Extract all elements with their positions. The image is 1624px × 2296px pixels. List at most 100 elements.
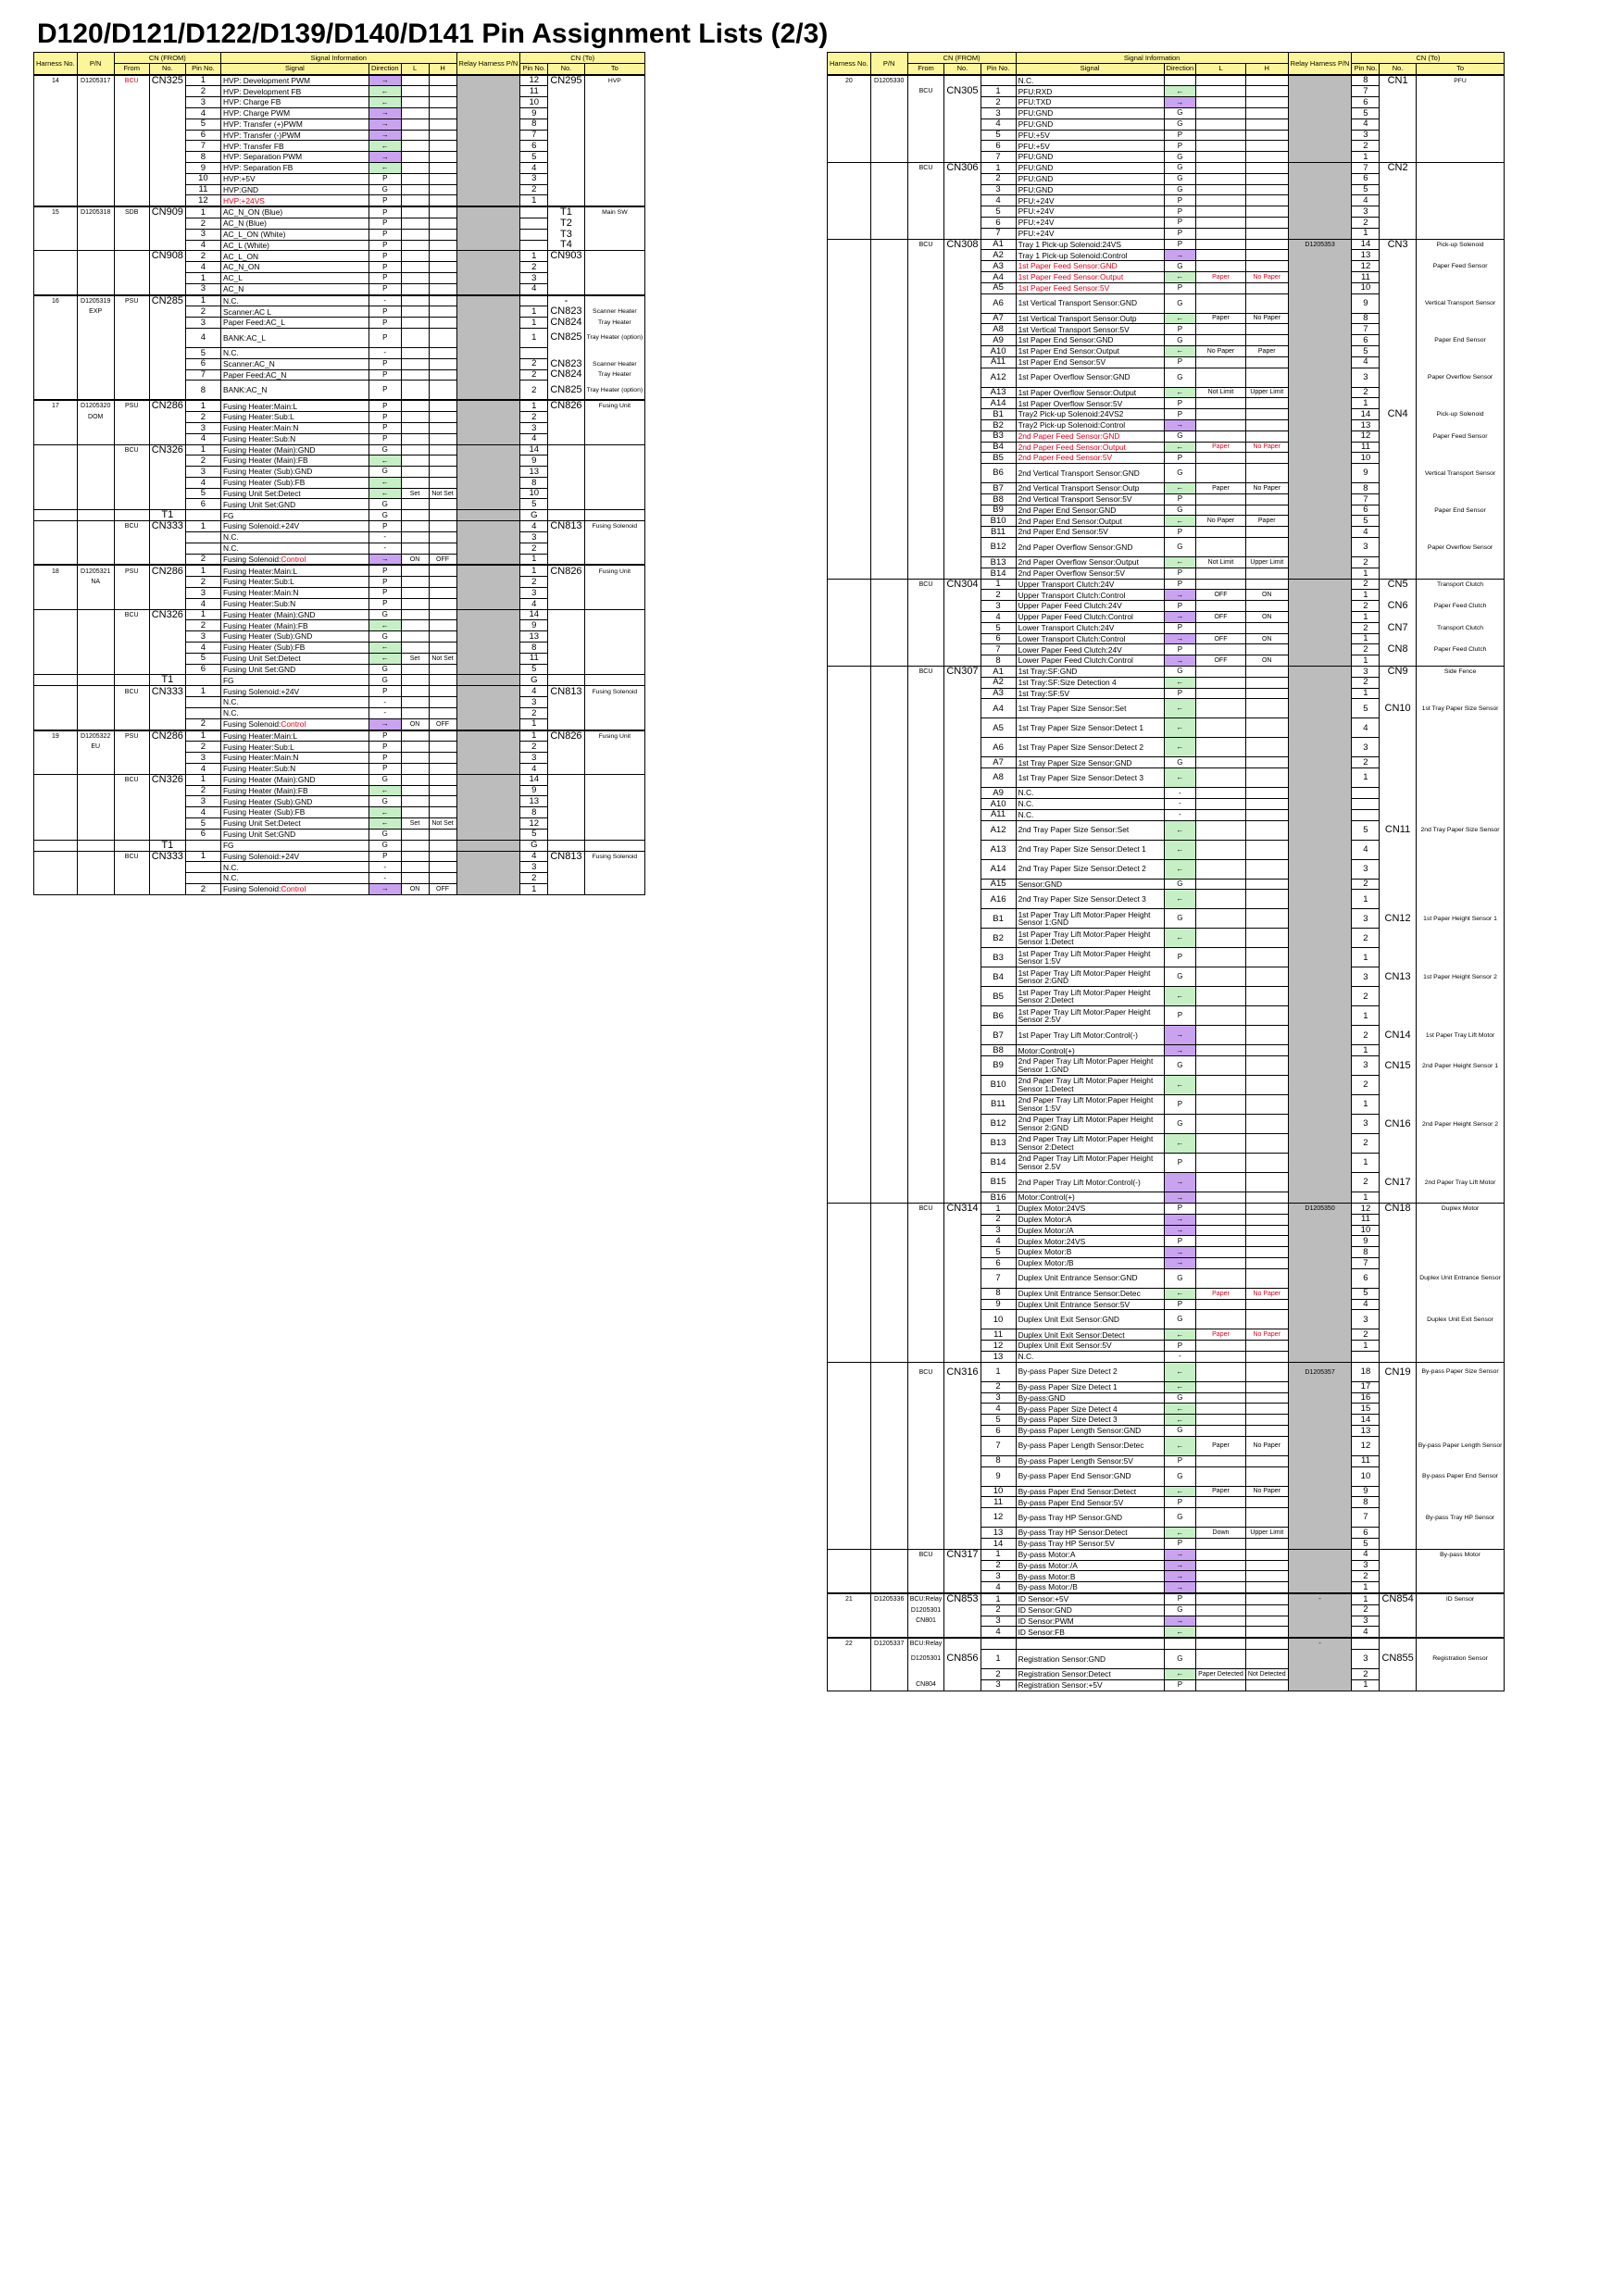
direction: ← — [1163, 698, 1197, 718]
harness-no — [827, 967, 871, 987]
level-low — [1195, 408, 1246, 420]
harness-no — [827, 1381, 871, 1393]
harness-no — [33, 194, 78, 207]
relay-harness — [456, 850, 521, 862]
harness-no — [827, 688, 871, 699]
pin-number: A8 — [980, 323, 1017, 335]
relay-harness — [456, 806, 521, 818]
signal-name: N.C. — [219, 872, 369, 884]
from-board — [906, 809, 945, 821]
table-row: 3 Duplex Motor:/A → 10 — [827, 1224, 1505, 1236]
direction: G — [368, 663, 402, 675]
part-number — [869, 1548, 908, 1561]
relay-harness — [456, 817, 521, 830]
part-number — [869, 1414, 908, 1426]
level-high — [1244, 737, 1289, 757]
to-destination — [583, 466, 646, 478]
table-row: N.C. -3 — [33, 696, 646, 708]
from-connector — [943, 1570, 981, 1582]
table-row: 5 Duplex Motor:B → 8 — [827, 1246, 1505, 1258]
harness-no — [33, 707, 78, 719]
from-board — [906, 323, 945, 335]
from-connector — [943, 260, 981, 272]
from-connector — [943, 1616, 981, 1627]
from-board — [906, 1025, 945, 1045]
from-board — [906, 1381, 945, 1393]
signal-name: HVP: Transfer (+)PWM — [219, 118, 369, 131]
table-row: B6 2nd Vertical Transport Sensor:GND G 9 Ver… — [827, 463, 1505, 483]
to-destination — [1415, 526, 1505, 538]
signal-name: By-pass Paper Size Detect 3 — [1015, 1414, 1165, 1426]
to-connector — [1379, 633, 1417, 644]
direction: P — [1163, 356, 1197, 368]
from-connector — [148, 806, 186, 818]
to-destination — [583, 773, 646, 786]
signal-name: Paper Feed:AC_N — [219, 368, 369, 381]
harness-no — [33, 587, 78, 599]
to-pin-number: 10 — [1351, 1466, 1380, 1487]
harness-no — [33, 184, 78, 195]
from-connector — [148, 433, 186, 444]
to-destination — [583, 173, 646, 185]
signal-name: By-pass Motor:/A — [1015, 1559, 1165, 1571]
pin-number: 2 — [184, 619, 221, 631]
harness-no — [33, 466, 78, 478]
signal-name: N.C. — [1015, 787, 1165, 799]
level-high — [1244, 356, 1289, 368]
to-connector: CN11 — [1379, 820, 1417, 841]
from-board — [113, 872, 150, 884]
harness-no — [827, 1172, 871, 1192]
part-number — [869, 655, 908, 667]
part-number — [869, 217, 908, 229]
level-high — [1244, 600, 1289, 612]
part-number — [869, 1425, 908, 1437]
level-high — [428, 228, 457, 241]
relay-harness — [456, 674, 521, 686]
level-high — [1244, 1648, 1289, 1669]
pin-number: B12 — [980, 537, 1017, 557]
table-row: 8 HVP: Separation PWM → 5 — [33, 151, 646, 163]
level-high — [428, 129, 457, 141]
harness-no — [827, 1548, 871, 1561]
relay-harness — [456, 206, 521, 218]
from-board: CN801 — [906, 1616, 945, 1627]
harness-no — [827, 1235, 871, 1247]
signal-name: Scanner:AC_N — [219, 357, 369, 370]
harness-no — [33, 229, 78, 241]
level-low: Not Limit — [1195, 556, 1246, 568]
harness-no — [827, 578, 871, 590]
signal-name: ID Sensor:+5V — [1015, 1591, 1165, 1605]
to-connector — [547, 85, 585, 97]
to-destination — [1415, 442, 1505, 453]
level-low — [1195, 249, 1246, 261]
to-connector: T4 — [547, 240, 585, 251]
relay-harness — [1287, 1094, 1353, 1115]
from-board — [906, 140, 945, 152]
level-low — [1195, 578, 1246, 590]
pin-number: 1 — [184, 399, 221, 412]
from-connector — [943, 677, 981, 689]
to-pin-number: 1 — [1351, 1005, 1380, 1026]
level-low — [400, 161, 430, 174]
to-connector — [1379, 677, 1417, 689]
harness-no — [827, 737, 871, 757]
signal-name: AC_L_ON (White) — [219, 228, 369, 241]
from-board — [113, 250, 150, 262]
part-number — [869, 505, 908, 516]
direction: G — [1163, 967, 1197, 987]
pin-number: 7 — [980, 1435, 1017, 1456]
relay-harness — [1287, 1455, 1353, 1467]
relay-harness — [456, 653, 521, 665]
harness-no — [827, 515, 871, 527]
to-destination — [1415, 313, 1505, 324]
direction: P — [1163, 1298, 1197, 1310]
part-number — [869, 1361, 908, 1382]
level-low — [1195, 1466, 1246, 1487]
level-low — [400, 73, 430, 86]
table-row: 4 HVP: Charge PWM → 9 — [33, 106, 646, 119]
part-number — [869, 452, 908, 464]
level-high — [428, 96, 457, 108]
level-high — [428, 73, 457, 86]
from-board — [113, 411, 150, 423]
relay-harness — [1287, 889, 1353, 909]
